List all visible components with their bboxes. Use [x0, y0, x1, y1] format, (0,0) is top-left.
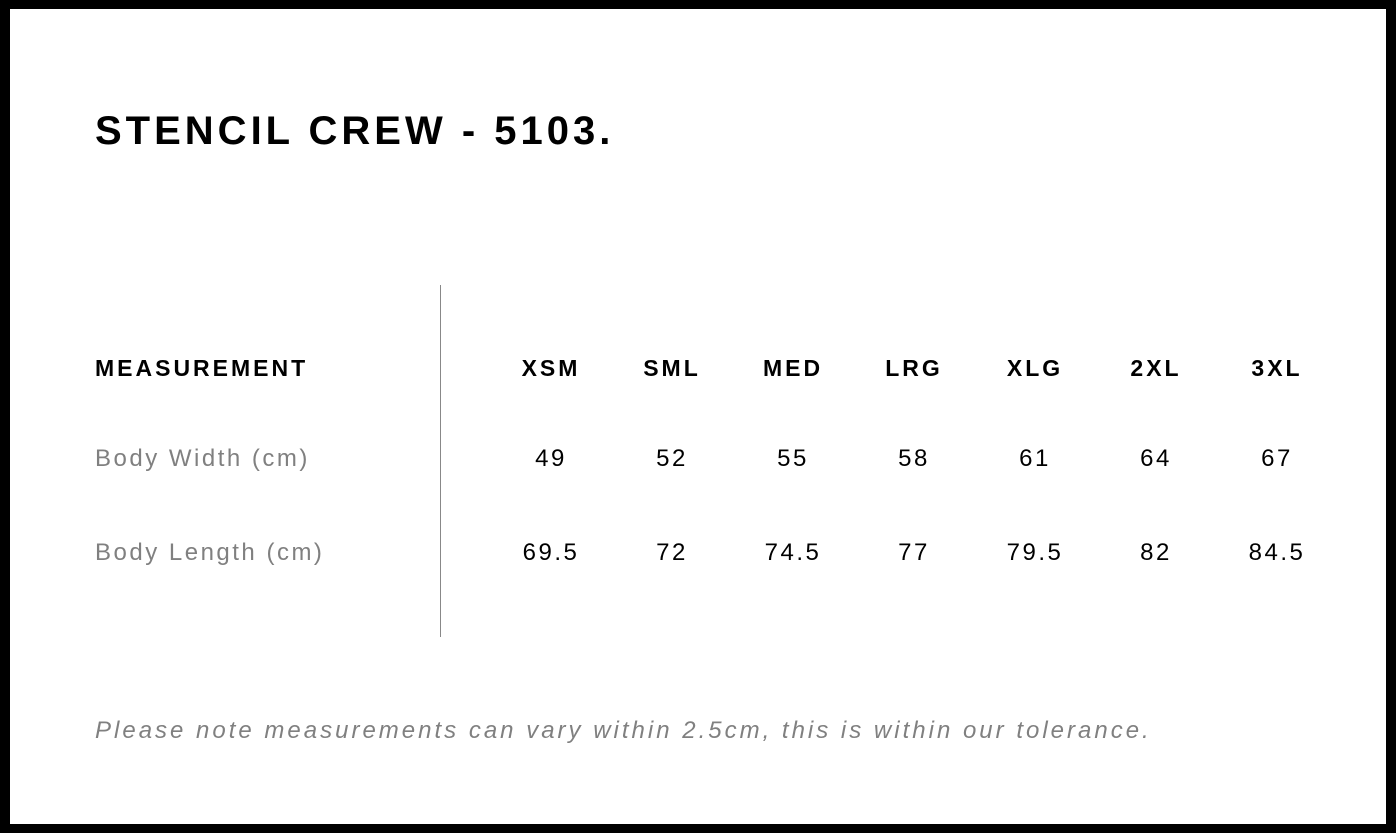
size-header-xlg: XLG: [1006, 355, 1064, 381]
size-header-med: MED: [762, 355, 824, 381]
size-chart-card: STENCIL CREW - 5103. MEASUREMENT XSM SML M…: [10, 9, 1386, 824]
table-cell: 58: [898, 445, 930, 472]
table-cell: 79.5: [1006, 539, 1064, 566]
size-header-lrg: LRG: [885, 355, 943, 381]
table-cell: 77: [898, 539, 930, 566]
size-header-xsm: XSM: [521, 355, 581, 381]
tolerance-note: Please note measurements can vary within…: [95, 717, 1152, 744]
table-cell: 64: [1140, 445, 1172, 472]
table-cell: 84.5: [1248, 539, 1306, 566]
table-cell: 49: [535, 445, 567, 472]
measurement-header: MEASUREMENT: [95, 355, 309, 381]
table-cell: 72: [656, 539, 688, 566]
table-cell: 69.5: [522, 539, 580, 566]
column-divider: [440, 285, 441, 637]
table-cell: 61: [1019, 445, 1051, 472]
table-cell: 74.5: [764, 539, 822, 566]
size-header-3xl: 3XL: [1251, 355, 1303, 381]
table-cell: 55: [777, 445, 809, 472]
table-cell: 67: [1261, 445, 1293, 472]
size-header-2xl: 2XL: [1130, 355, 1182, 381]
page-title: STENCIL CREW - 5103.: [95, 109, 615, 153]
table-cell: 52: [656, 445, 688, 472]
row-label: Body Length (cm): [95, 539, 325, 566]
table-cell: 82: [1140, 539, 1172, 566]
row-label: Body Width (cm): [95, 445, 310, 472]
size-header-sml: SML: [643, 355, 701, 381]
